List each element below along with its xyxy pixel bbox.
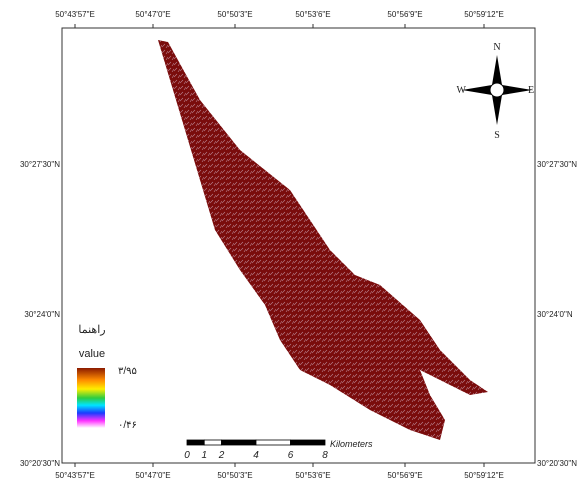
left-label: 30°27'30"N xyxy=(20,160,60,169)
top-label: 50°59'12"E xyxy=(464,10,504,19)
scale-label: 4 xyxy=(253,450,259,461)
bottom-label: 50°47'0"E xyxy=(135,471,170,480)
study-area xyxy=(158,40,488,440)
bottom-label: 50°59'12"E xyxy=(464,471,504,480)
compass: N S W E xyxy=(457,42,535,141)
top-label: 50°47'0"E xyxy=(135,10,170,19)
scale-segment xyxy=(290,439,326,446)
scale-segment xyxy=(203,439,222,446)
scale-label: 0 xyxy=(184,450,190,461)
legend-title: راهنما xyxy=(78,324,105,336)
scale-segment xyxy=(186,439,205,446)
scale-segment xyxy=(221,439,257,446)
legend-ramp xyxy=(77,368,105,428)
scale-segment xyxy=(255,439,291,446)
right-label: 30°27'30"N xyxy=(537,160,577,169)
scale-unit: Kilometers xyxy=(330,439,373,449)
compass-s: S xyxy=(494,130,500,141)
top-label: 50°50'3"E xyxy=(217,10,252,19)
legend-high: ۳/۹۵ xyxy=(118,366,137,377)
scale-label: 8 xyxy=(322,450,328,461)
legend-subtitle: value xyxy=(79,348,105,360)
compass-n: N xyxy=(493,42,500,53)
left-label: 30°20'30"N xyxy=(20,459,60,468)
compass-e: E xyxy=(528,85,534,96)
bottom-label: 50°50'3"E xyxy=(217,471,252,480)
top-label: 50°43'57"E xyxy=(55,10,95,19)
scale-label: 2 xyxy=(218,450,225,461)
legend-low: ۰/۴۶ xyxy=(118,420,137,431)
legend: راهنما value ۳/۹۵ ۰/۴۶ xyxy=(77,324,137,431)
left-label: 30°24'0"N xyxy=(24,310,60,319)
bottom-label: 50°43'57"E xyxy=(55,471,95,480)
bottom-label: 50°56'9"E xyxy=(387,471,422,480)
compass-w: W xyxy=(457,85,467,96)
scale-label: 1 xyxy=(201,450,207,461)
right-label: 30°20'30"N xyxy=(537,459,577,468)
bottom-label: 50°53'6"E xyxy=(295,471,330,480)
top-label: 50°56'9"E xyxy=(387,10,422,19)
right-label: 30°24'0"N xyxy=(537,310,573,319)
top-label: 50°53'6"E xyxy=(295,10,330,19)
scale-label: 6 xyxy=(288,450,294,461)
